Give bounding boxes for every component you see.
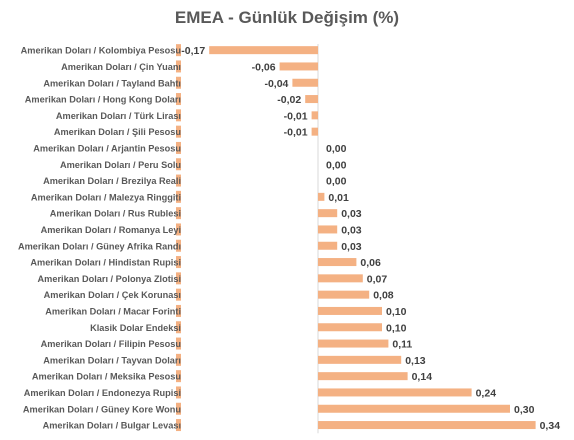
category-label-strip bbox=[176, 419, 181, 432]
category-label-strip bbox=[176, 125, 181, 138]
value-labels: -0,17 -0,06 -0,04 -0,02 -0,01 -0,01 0,00 0,00 0,… bbox=[181, 45, 560, 432]
data-label: 0,03 bbox=[341, 208, 362, 220]
category-label: Amerikan Doları / Çek Korunası bbox=[44, 290, 181, 300]
category-label-strip bbox=[176, 386, 181, 399]
category-label-strip bbox=[176, 141, 181, 154]
chart-title: EMEA - Günlük Değişim (%) bbox=[174, 8, 400, 27]
data-label: 0,30 bbox=[514, 404, 535, 416]
data-label: 0,08 bbox=[373, 290, 394, 302]
data-label: 0,00 bbox=[326, 143, 347, 155]
category-label: Amerikan Doları / Tayland Bahtı bbox=[43, 78, 181, 88]
data-label: 0,07 bbox=[367, 273, 388, 285]
category-label-strip bbox=[176, 288, 181, 301]
data-label: 0,06 bbox=[360, 257, 381, 269]
category-label-strip bbox=[176, 402, 181, 415]
bar bbox=[318, 306, 382, 315]
data-label: -0,01 bbox=[284, 110, 308, 122]
bar bbox=[318, 339, 389, 348]
category-label-strip bbox=[176, 44, 181, 57]
category-label-strip bbox=[176, 337, 181, 350]
data-label: 0,01 bbox=[328, 192, 349, 204]
category-label-strip bbox=[176, 272, 181, 285]
category-label: Amerikan Doları / Hindistan Rupisi bbox=[30, 258, 181, 268]
category-label-strip bbox=[176, 76, 181, 89]
data-label: -0,17 bbox=[181, 45, 205, 57]
data-label: -0,01 bbox=[284, 127, 308, 139]
category-label-strip bbox=[176, 353, 181, 366]
category-label: Amerikan Doları / Bulgar Levası bbox=[43, 421, 181, 431]
category-label: Amerikan Doları / Brezilya Reali bbox=[43, 176, 181, 186]
data-label: 0,11 bbox=[392, 339, 412, 351]
category-label: Amerikan Doları / Polonya Zlotisi bbox=[38, 274, 181, 284]
bar bbox=[318, 421, 536, 430]
data-label: 0,14 bbox=[412, 371, 433, 383]
category-label: Amerikan Doları / Rus Rublesi bbox=[50, 209, 181, 219]
bar bbox=[318, 274, 363, 283]
category-label: Amerikan Doları / Türk Lirası bbox=[56, 111, 181, 121]
bar bbox=[318, 225, 338, 234]
bar bbox=[292, 78, 318, 87]
category-label: Klasik Dolar Endeksi bbox=[90, 323, 181, 333]
bar bbox=[279, 62, 318, 71]
data-label: 0,34 bbox=[540, 420, 561, 432]
bar bbox=[318, 388, 472, 397]
category-label: Amerikan Doları / Filipin Pesosu bbox=[41, 339, 181, 349]
bar bbox=[209, 46, 318, 55]
category-label-strip bbox=[176, 207, 181, 220]
category-label: Amerikan Doları / Romanya Leyi bbox=[41, 225, 181, 235]
data-label: 0,03 bbox=[341, 241, 362, 253]
category-label-strip bbox=[176, 256, 181, 269]
bar bbox=[311, 111, 318, 120]
data-label: 0,00 bbox=[326, 159, 347, 171]
bar bbox=[318, 355, 402, 364]
bar bbox=[318, 241, 338, 250]
bar bbox=[311, 127, 318, 136]
bar bbox=[318, 258, 357, 267]
bar bbox=[318, 209, 338, 218]
data-label: 0,03 bbox=[341, 224, 362, 236]
category-label: Amerikan Doları / Peru Solu bbox=[60, 160, 181, 170]
category-label: Amerikan Doları / Şili Pesosu bbox=[54, 127, 181, 137]
data-label: 0,24 bbox=[476, 387, 497, 399]
bar bbox=[318, 323, 382, 332]
category-labels: Amerikan Doları / Kolombiya Pesosu Amerik… bbox=[18, 44, 181, 432]
bars bbox=[209, 46, 536, 430]
category-label-strip bbox=[176, 321, 181, 334]
data-label: -0,04 bbox=[264, 78, 288, 90]
category-label: Amerikan Doları / Endonezya Rupisi bbox=[24, 388, 181, 398]
category-label-strip bbox=[176, 223, 181, 236]
category-label-strip bbox=[176, 239, 181, 252]
bar bbox=[305, 95, 318, 104]
data-label: -0,06 bbox=[252, 61, 276, 73]
category-label-strip bbox=[176, 174, 181, 187]
category-label: Amerikan Doları / Hong Kong Doları bbox=[25, 95, 181, 105]
category-label-strip bbox=[176, 93, 181, 106]
bar bbox=[318, 192, 325, 201]
bar bbox=[318, 372, 408, 381]
category-label: Amerikan Doları / Güney Afrika Randı bbox=[18, 241, 181, 251]
bar bbox=[318, 404, 510, 413]
category-label-strip bbox=[176, 60, 181, 73]
category-label-strip bbox=[176, 370, 181, 383]
data-label: -0,02 bbox=[277, 94, 301, 106]
category-label-strip bbox=[176, 190, 181, 203]
category-label: Amerikan Doları / Malezya Ringgiti bbox=[31, 192, 181, 202]
category-label: Amerikan Doları / Çin Yuanı bbox=[61, 62, 181, 72]
data-label: 0,13 bbox=[405, 355, 426, 367]
data-label: 0,10 bbox=[386, 306, 407, 318]
category-label: Amerikan Doları / Arjantin Pesosu bbox=[33, 143, 181, 153]
category-label: Amerikan Doları / Tayvan Doları bbox=[43, 355, 181, 365]
category-label: Amerikan Doları / Kolombiya Pesosu bbox=[21, 46, 181, 56]
category-label: Amerikan Doları / Macar Forinti bbox=[45, 306, 181, 316]
data-label: 0,00 bbox=[326, 176, 347, 188]
bar bbox=[318, 290, 370, 299]
category-label: Amerikan Doları / Meksika Pesosu bbox=[32, 372, 181, 382]
category-label-strip bbox=[176, 304, 181, 317]
category-label-strip bbox=[176, 109, 181, 122]
data-label: 0,10 bbox=[386, 322, 407, 334]
category-label-strip bbox=[176, 158, 181, 171]
category-label: Amerikan Doları / Güney Kore Wonu bbox=[23, 404, 181, 414]
